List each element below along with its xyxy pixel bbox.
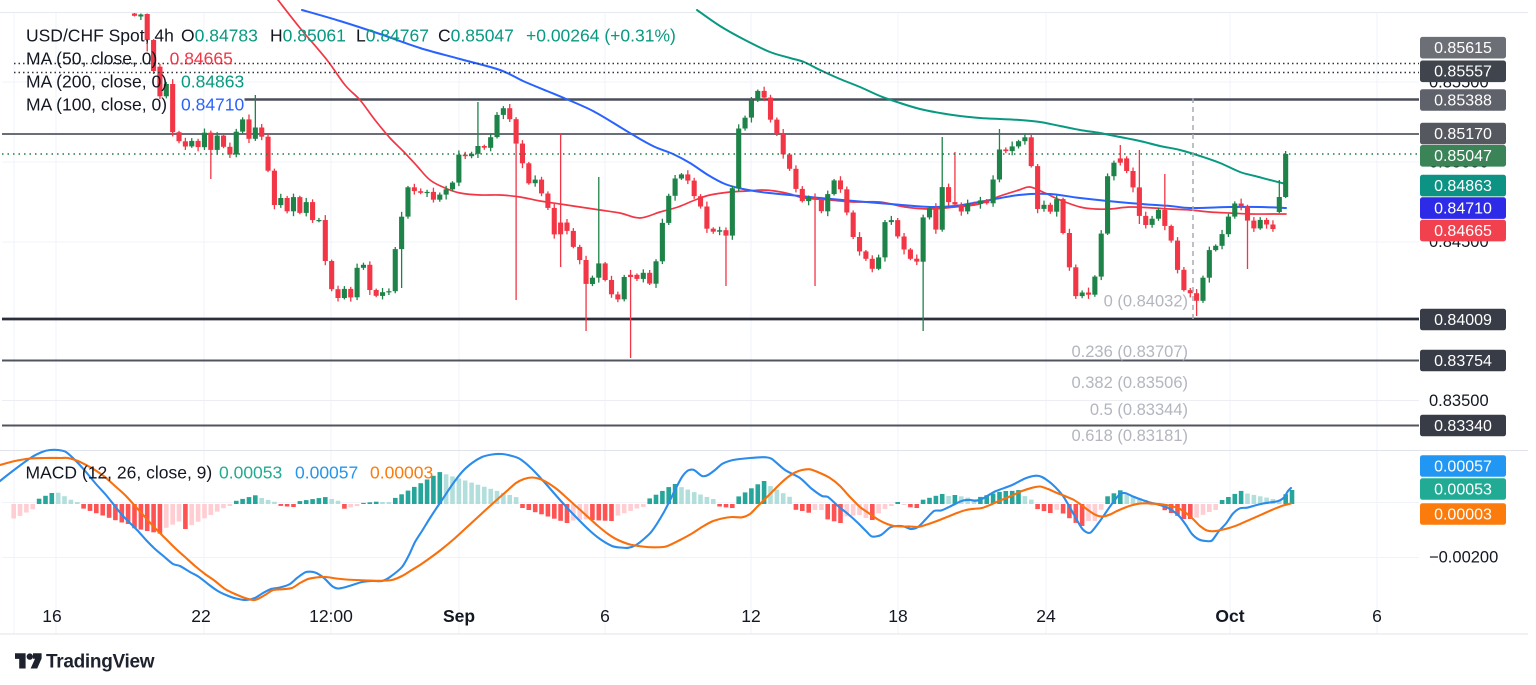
svg-text:0.83500: 0.83500 [1429,392,1489,410]
svg-text:6: 6 [1372,606,1382,626]
svg-text:0.85557: 0.85557 [1434,64,1492,81]
svg-text:MA (100, close, 0)0.84710: MA (100, close, 0) 0.84710 [26,95,245,115]
svg-text:MA (200, close, 0)0.84863: MA (200, close, 0) 0.84863 [26,72,244,92]
svg-text:−0.00200: −0.00200 [1429,549,1498,567]
svg-text:0.84009: 0.84009 [1434,312,1492,329]
svg-text:12: 12 [741,606,760,626]
svg-text:12:00: 12:00 [309,606,353,626]
svg-text:0.84665: 0.84665 [1434,223,1492,240]
svg-text:0.85615: 0.85615 [1434,40,1492,57]
svg-text:MA (50, close, 0)0.84665: MA (50, close, 0) 0.84665 [26,49,233,69]
svg-text:0.00053: 0.00053 [1434,481,1492,498]
svg-text:0.382 (0.83506): 0.382 (0.83506) [1071,374,1188,392]
svg-text:24: 24 [1036,606,1056,626]
svg-text:16: 16 [42,606,61,626]
svg-text:0.00057: 0.00057 [1434,458,1492,475]
svg-text:18: 18 [888,606,907,626]
svg-text:6: 6 [600,606,610,626]
svg-text:0.83340: 0.83340 [1434,418,1492,435]
svg-text:0.84710: 0.84710 [1434,201,1492,218]
svg-text:0 (0.84032): 0 (0.84032) [1104,293,1188,311]
svg-text:0.5 (0.83344): 0.5 (0.83344) [1090,401,1188,419]
svg-text:0.00003: 0.00003 [1434,506,1492,523]
svg-text:0.85047: 0.85047 [1434,148,1492,165]
svg-text:22: 22 [191,606,210,626]
svg-text:TradingView: TradingView [46,652,155,673]
svg-text:0.85388: 0.85388 [1434,92,1492,109]
svg-text:Sep: Sep [443,606,475,626]
svg-text:MACD (12, 26, close, 9)0.00053: MACD (12, 26, close, 9) 0.00053 0.00057 0.0… [26,463,434,483]
svg-text:Oct: Oct [1215,606,1244,626]
svg-text:0.84863: 0.84863 [1434,178,1492,195]
svg-text:0.83754: 0.83754 [1434,353,1492,370]
svg-text:0.236 (0.83707): 0.236 (0.83707) [1071,343,1188,361]
svg-text:0.618 (0.83181): 0.618 (0.83181) [1071,427,1188,445]
svg-text:0.85170: 0.85170 [1434,126,1492,143]
